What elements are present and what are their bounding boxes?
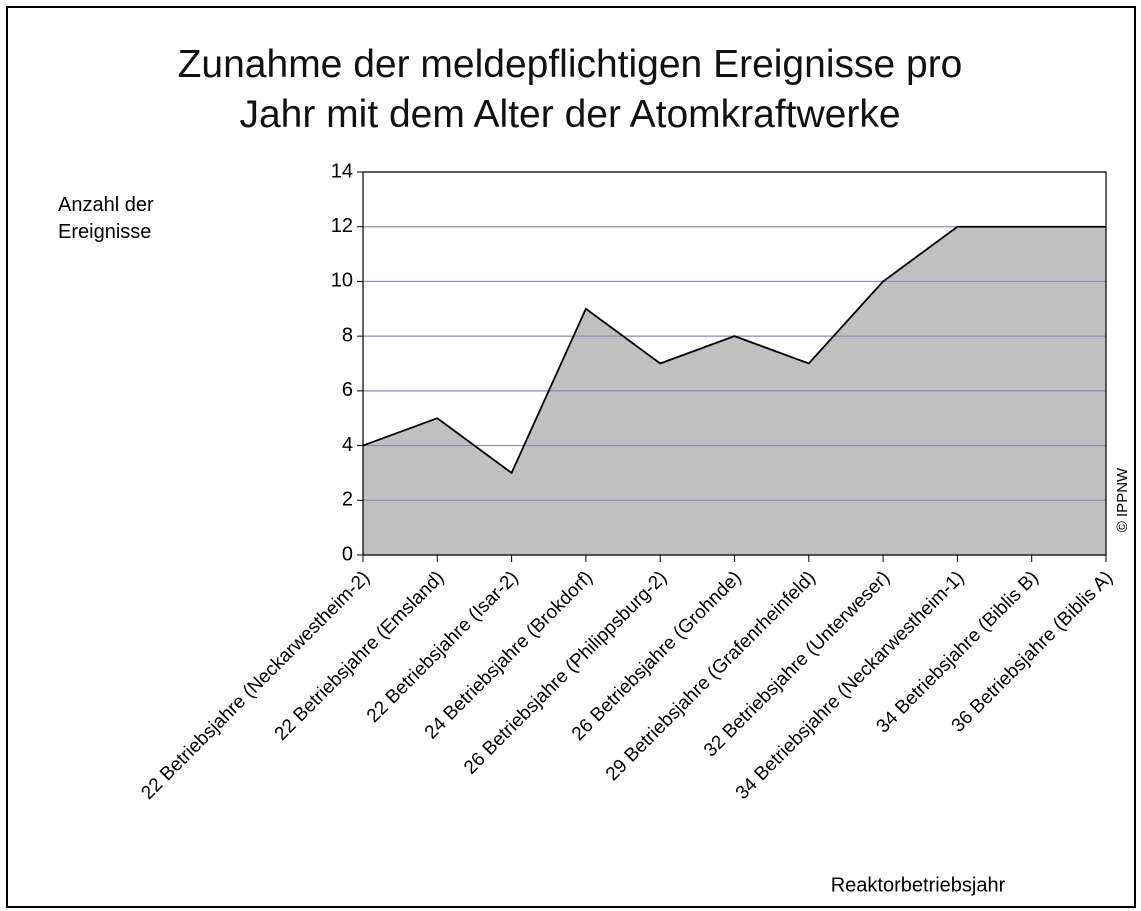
credit: © IPPNW [1114,467,1131,532]
x-axis-label: Reaktorbetriebsjahr [831,874,1006,896]
y-tick-label: 8 [342,324,353,346]
area-line [362,225,1106,475]
y-tick-label: 4 [342,434,353,456]
chart-title: Zunahme der meldepflichtigen Ereignisse … [177,43,963,136]
y-tick-label: 0 [342,543,353,565]
y-tick-label: 14 [331,160,353,182]
y-tick-label: 2 [342,489,353,511]
x-tick-label: 36 Betriebsjahre (Biblis A) [948,567,1117,736]
x-tick-label: 22 Betriebsjahre (Isar-2) [363,567,523,727]
y-tick-label: 12 [331,215,353,237]
frame [6,6,1136,908]
y-axis-label: Anzahl der Ereignisse [58,194,154,243]
y-tick-label: 10 [331,270,353,292]
y-tick-label: 6 [342,379,353,401]
